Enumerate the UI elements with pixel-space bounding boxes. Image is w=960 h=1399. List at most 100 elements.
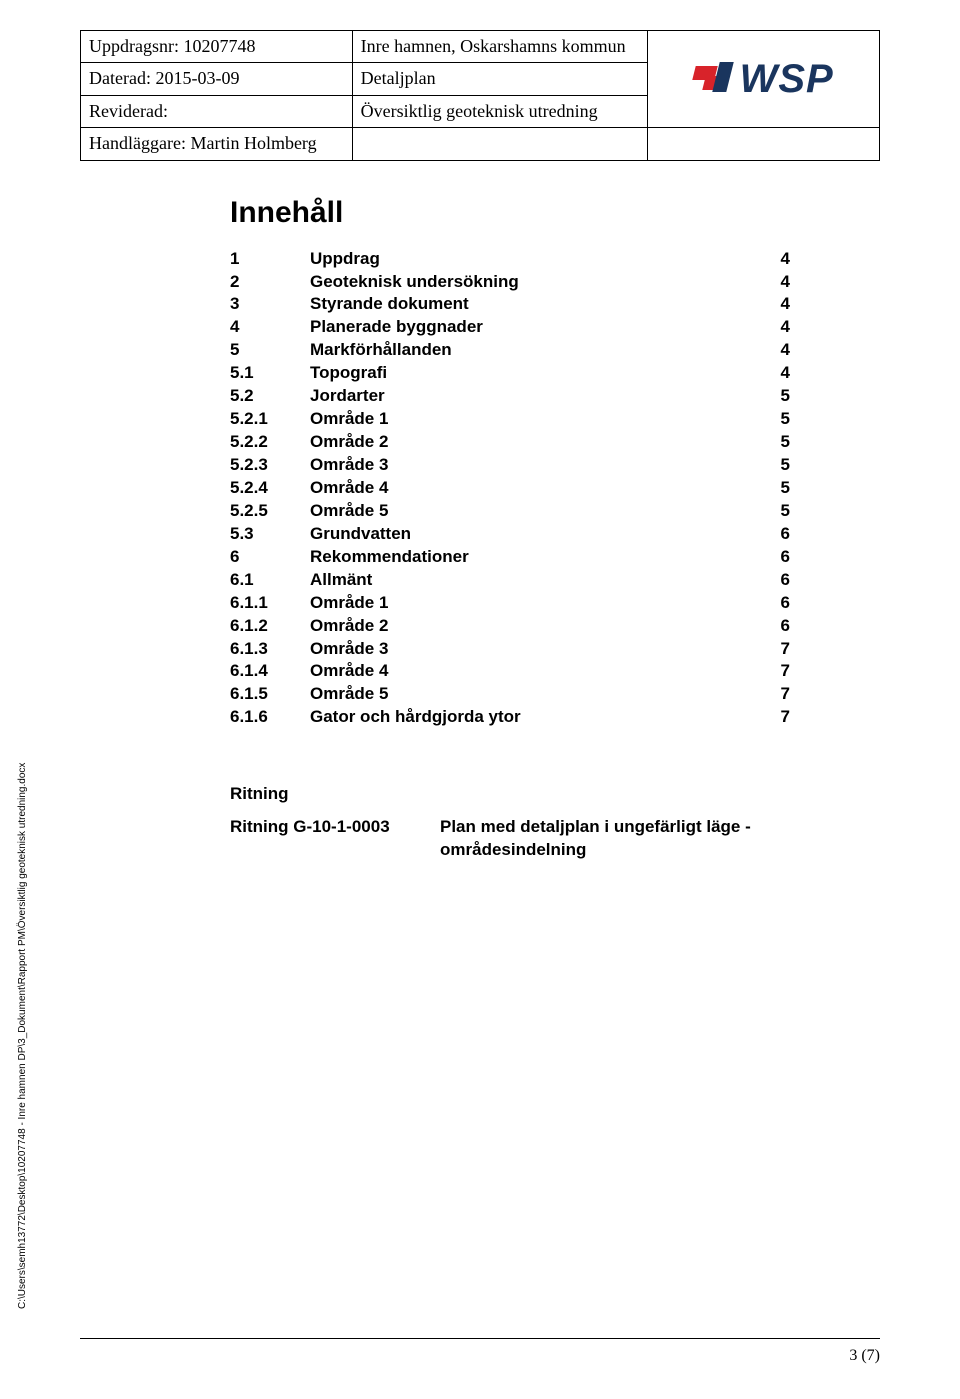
toc-page: 4 — [760, 362, 790, 385]
toc-page: 6 — [760, 523, 790, 546]
toc-page: 5 — [760, 385, 790, 408]
toc-row: 5.2Jordarter5 — [230, 385, 790, 408]
toc-page: 7 — [760, 706, 790, 729]
content-area: Innehåll 1Uppdrag42Geoteknisk undersökni… — [230, 196, 790, 863]
toc-label: Område 3 — [310, 638, 760, 661]
toc-row: 6.1.5Område 57 — [230, 683, 790, 706]
toc-num: 6 — [230, 546, 310, 569]
toc-label: Styrande dokument — [310, 293, 760, 316]
toc-row: 6.1.2Område 26 — [230, 615, 790, 638]
toc-row: 6.1Allmänt6 — [230, 569, 790, 592]
header-uppdragsnr: Uppdragsnr: 10207748 — [81, 31, 353, 63]
toc-row: 6.1.3Område 37 — [230, 638, 790, 661]
header-table: Uppdragsnr: 10207748 Inre hamnen, Oskars… — [80, 30, 880, 161]
toc-row: 5.2.5Område 55 — [230, 500, 790, 523]
toc-page: 6 — [760, 592, 790, 615]
toc-num: 6.1.3 — [230, 638, 310, 661]
toc-num: 6.1.6 — [230, 706, 310, 729]
ritning-block: Ritning Ritning G-10-1-0003 Plan med det… — [230, 784, 790, 862]
toc-row: 6Rekommendationer6 — [230, 546, 790, 569]
toc-row: 6.1.1Område 16 — [230, 592, 790, 615]
header-reviderad: Reviderad: — [81, 95, 353, 127]
toc-page: 6 — [760, 615, 790, 638]
toc-page: 6 — [760, 569, 790, 592]
toc-row: 5.3Grundvatten6 — [230, 523, 790, 546]
toc-num: 1 — [230, 248, 310, 271]
header-detaljplan: Detaljplan — [352, 63, 648, 95]
header-utredning: Översiktlig geoteknisk utredning — [352, 95, 648, 127]
toc-label: Område 2 — [310, 615, 760, 638]
wsp-logo-text: WSP — [740, 53, 834, 105]
toc-label: Grundvatten — [310, 523, 760, 546]
toc-label: Område 4 — [310, 660, 760, 683]
toc-label: Uppdrag — [310, 248, 760, 271]
toc-num: 5 — [230, 339, 310, 362]
toc-page: 5 — [760, 477, 790, 500]
document-page: Uppdragsnr: 10207748 Inre hamnen, Oskars… — [0, 0, 960, 1399]
toc-row: 4Planerade byggnader4 — [230, 316, 790, 339]
toc-num: 5.2.5 — [230, 500, 310, 523]
toc-page: 4 — [760, 339, 790, 362]
toc-label: Planerade byggnader — [310, 316, 760, 339]
toc-page: 6 — [760, 546, 790, 569]
toc-num: 5.2.2 — [230, 431, 310, 454]
toc-label: Område 4 — [310, 477, 760, 500]
toc-page: 4 — [760, 293, 790, 316]
ritning-desc: Plan med detaljplan i ungefärligt läge -… — [440, 816, 790, 862]
header-project: Inre hamnen, Oskarshamns kommun — [352, 31, 648, 63]
toc-num: 5.2.3 — [230, 454, 310, 477]
toc-page: 7 — [760, 683, 790, 706]
header-empty-2 — [648, 128, 880, 160]
toc-row: 6.1.4Område 47 — [230, 660, 790, 683]
wsp-logo-mark-icon — [694, 62, 734, 96]
toc-num: 5.2.4 — [230, 477, 310, 500]
toc-label: Område 1 — [310, 408, 760, 431]
toc-num: 6.1.4 — [230, 660, 310, 683]
toc-label: Jordarter — [310, 385, 760, 408]
toc-label: Område 2 — [310, 431, 760, 454]
footer-rule — [80, 1338, 880, 1339]
ritning-heading: Ritning — [230, 784, 790, 804]
toc-label: Geoteknisk undersökning — [310, 271, 760, 294]
toc-num: 5.3 — [230, 523, 310, 546]
header-empty-1 — [352, 128, 648, 160]
toc-list: 1Uppdrag42Geoteknisk undersökning43Styra… — [230, 248, 790, 730]
toc-label: Allmänt — [310, 569, 760, 592]
page-number: 3 (7) — [849, 1347, 880, 1365]
toc-num: 5.2.1 — [230, 408, 310, 431]
toc-num: 6.1.5 — [230, 683, 310, 706]
toc-label: Gator och hårdgjorda ytor — [310, 706, 760, 729]
toc-row: 5.1Topografi4 — [230, 362, 790, 385]
toc-page: 5 — [760, 454, 790, 477]
toc-num: 6.1.2 — [230, 615, 310, 638]
toc-page: 7 — [760, 660, 790, 683]
toc-num: 6.1 — [230, 569, 310, 592]
toc-page: 5 — [760, 431, 790, 454]
toc-num: 6.1.1 — [230, 592, 310, 615]
toc-row: 5.2.4Område 45 — [230, 477, 790, 500]
toc-num: 3 — [230, 293, 310, 316]
toc-row: 1Uppdrag4 — [230, 248, 790, 271]
toc-label: Rekommendationer — [310, 546, 760, 569]
toc-num: 4 — [230, 316, 310, 339]
toc-page: 5 — [760, 408, 790, 431]
toc-page: 7 — [760, 638, 790, 661]
toc-num: 2 — [230, 271, 310, 294]
toc-page: 5 — [760, 500, 790, 523]
logo-cell: WSP — [648, 31, 880, 128]
toc-num: 5.2 — [230, 385, 310, 408]
toc-page: 4 — [760, 248, 790, 271]
toc-title: Innehåll — [230, 196, 790, 230]
header-daterad: Daterad: 2015-03-09 — [81, 63, 353, 95]
toc-label: Markförhållanden — [310, 339, 760, 362]
header-handlaggare: Handläggare: Martin Holmberg — [81, 128, 353, 160]
toc-row: 6.1.6Gator och hårdgjorda ytor7 — [230, 706, 790, 729]
toc-page: 4 — [760, 271, 790, 294]
ritning-row: Ritning G-10-1-0003 Plan med detaljplan … — [230, 816, 790, 862]
wsp-logo: WSP — [656, 53, 871, 105]
toc-num: 5.1 — [230, 362, 310, 385]
toc-label: Topografi — [310, 362, 760, 385]
toc-row: 5.2.3Område 35 — [230, 454, 790, 477]
ritning-id: Ritning G-10-1-0003 — [230, 816, 440, 862]
file-path-side-text: C:\Users\semh13772\Desktop\10207748 - In… — [17, 763, 28, 1309]
